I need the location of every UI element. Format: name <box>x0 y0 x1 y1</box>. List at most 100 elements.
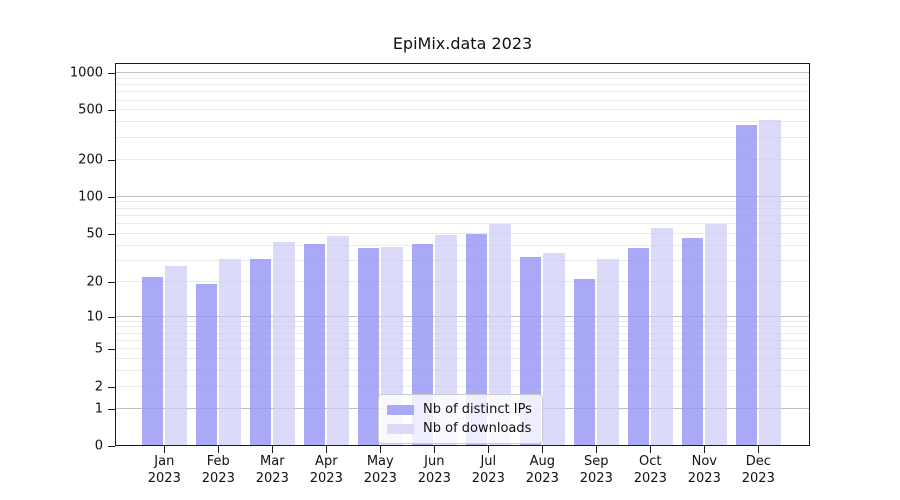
gridline-y-10 <box>115 315 810 317</box>
gridline-y-3 <box>115 370 810 372</box>
x-tick-label: Oct 2023 <box>633 454 667 486</box>
x-tick-label: Jul 2023 <box>471 454 505 486</box>
gridline-y-100 <box>115 195 810 197</box>
gridline-y-70 <box>115 214 810 216</box>
x-tick-mark <box>380 446 382 453</box>
gridline-y-9 <box>115 320 810 322</box>
y-tick-label: 20 <box>86 274 103 290</box>
x-tick-label: Feb 2023 <box>201 454 235 486</box>
gridline-y-1000 <box>115 71 810 73</box>
gridline-y-800 <box>115 84 810 85</box>
bar-nb-of-distinct-ips <box>195 284 218 446</box>
y-tick-label: 1 <box>94 401 103 417</box>
bar-nb-of-downloads <box>543 252 565 446</box>
y-tick-mark <box>108 196 115 198</box>
y-tick-mark <box>108 349 115 351</box>
gridline-y-2 <box>115 385 810 387</box>
bar-nb-of-distinct-ips <box>681 238 704 446</box>
y-tick-label: 0 <box>94 438 103 454</box>
x-tick-mark <box>218 446 220 453</box>
x-tick-label: Jan 2023 <box>147 454 181 486</box>
x-tick-label: Sep 2023 <box>579 454 613 486</box>
gridline-y-60 <box>115 223 810 224</box>
y-tick-label: 1000 <box>69 65 103 81</box>
x-tick-label: May 2023 <box>363 454 397 486</box>
bar-nb-of-distinct-ips <box>357 248 380 446</box>
x-tick-mark <box>596 446 598 453</box>
bar-nb-of-distinct-ips <box>303 244 326 446</box>
bar-nb-of-downloads <box>705 224 727 446</box>
gridline-y-5 <box>115 348 810 350</box>
bar-nb-of-downloads <box>489 224 511 446</box>
gridline-y-20 <box>115 280 810 282</box>
bar-nb-of-distinct-ips <box>141 276 164 446</box>
y-tick-label: 2 <box>94 379 103 395</box>
gridline-y-400 <box>115 121 810 123</box>
legend-item-nb-of-downloads: Nb of downloads <box>387 419 532 438</box>
gridline-y-700 <box>115 91 810 93</box>
gridline-y-4 <box>115 358 810 360</box>
x-tick-mark <box>758 446 760 453</box>
x-tick-label: Nov 2023 <box>687 454 721 486</box>
y-tick-label: 50 <box>86 226 103 242</box>
legend-label: Nb of downloads <box>423 421 532 436</box>
y-tick-label: 500 <box>78 102 103 118</box>
bar-nb-of-distinct-ips <box>627 248 650 446</box>
gridline-y-80 <box>115 207 810 209</box>
x-tick-label: Apr 2023 <box>309 454 343 486</box>
chart-title: EpiMix.data 2023 <box>392 34 533 53</box>
bar-nb-of-downloads <box>219 258 241 446</box>
gridline-y-40 <box>115 244 810 246</box>
y-tick-mark <box>108 72 115 75</box>
legend-item-nb-of-distinct-ips: Nb of distinct IPs <box>387 400 532 419</box>
x-tick-mark <box>434 446 436 453</box>
y-tick-label: 10 <box>86 309 103 324</box>
x-tick-label: Jun 2023 <box>417 454 451 486</box>
bar-nb-of-distinct-ips <box>735 125 758 446</box>
y-tick-mark <box>108 233 115 235</box>
x-tick-mark <box>488 446 490 453</box>
bar-nb-of-downloads <box>597 258 619 446</box>
y-tick-mark <box>108 446 115 448</box>
bar-nb-of-distinct-ips <box>573 279 596 446</box>
y-tick-mark <box>108 110 115 112</box>
gridline-y-8 <box>115 326 810 328</box>
gridline-y-7 <box>115 332 810 334</box>
gridline-y-50 <box>115 232 810 234</box>
gridline-y-600 <box>115 99 810 101</box>
x-tick-label: Mar 2023 <box>255 454 289 486</box>
legend-swatch <box>387 423 414 434</box>
x-tick-mark <box>164 446 166 453</box>
bar-nb-of-downloads <box>651 227 673 446</box>
gridline-y-900 <box>115 77 810 79</box>
bar-nb-of-distinct-ips <box>249 258 272 446</box>
x-tick-label: Dec 2023 <box>741 454 775 486</box>
x-tick-label: Aug 2023 <box>525 454 559 486</box>
y-tick-mark <box>108 159 115 161</box>
bar-nb-of-distinct-ips <box>465 233 488 446</box>
bar-nb-of-downloads <box>435 234 457 446</box>
bar-nb-of-downloads <box>165 266 187 446</box>
y-tick-mark <box>108 281 115 283</box>
gridline-y-90 <box>115 201 810 203</box>
bar-nb-of-downloads <box>327 235 349 446</box>
bar-nb-of-downloads <box>273 241 295 446</box>
gridline-y-500 <box>115 109 810 111</box>
gridline-y-6 <box>115 339 810 341</box>
y-tick-mark <box>108 408 115 410</box>
y-tick-mark <box>108 386 115 388</box>
gridline-y-200 <box>115 158 810 160</box>
x-tick-mark <box>704 446 706 453</box>
x-tick-mark <box>542 446 544 453</box>
x-tick-mark <box>650 446 652 453</box>
y-tick-label: 200 <box>78 152 103 168</box>
y-tick-label: 5 <box>94 341 103 357</box>
gridline-y-300 <box>115 136 810 138</box>
legend-swatch <box>387 404 414 415</box>
gridline-y-30 <box>115 259 810 261</box>
x-tick-mark <box>326 446 328 453</box>
bar-nb-of-downloads <box>759 119 781 446</box>
y-tick-mark <box>108 316 115 318</box>
x-tick-mark <box>272 446 274 453</box>
